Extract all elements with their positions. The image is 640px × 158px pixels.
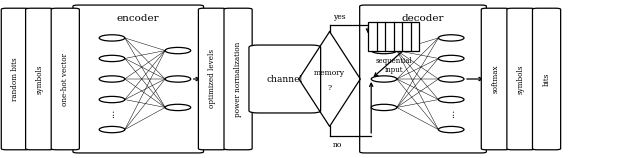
Circle shape: [99, 76, 125, 82]
Circle shape: [165, 104, 191, 111]
FancyBboxPatch shape: [73, 5, 204, 153]
Text: optimized levels: optimized levels: [209, 49, 216, 109]
Text: symbols: symbols: [517, 64, 525, 94]
Circle shape: [99, 96, 125, 103]
FancyBboxPatch shape: [51, 8, 79, 150]
Text: encoder: encoder: [117, 14, 159, 23]
Text: bits: bits: [543, 72, 550, 86]
FancyBboxPatch shape: [532, 8, 561, 150]
Text: ?: ?: [328, 85, 332, 92]
Circle shape: [165, 47, 191, 54]
FancyBboxPatch shape: [507, 8, 535, 150]
Circle shape: [438, 35, 464, 41]
Text: sequential
input: sequential input: [375, 57, 412, 74]
Text: decoder: decoder: [402, 14, 444, 23]
Text: no: no: [333, 141, 342, 149]
Text: one-hot vector: one-hot vector: [61, 52, 69, 106]
Circle shape: [165, 76, 191, 82]
Text: ...: ...: [108, 108, 116, 118]
FancyBboxPatch shape: [481, 8, 509, 150]
Bar: [368, 22, 419, 51]
FancyBboxPatch shape: [249, 45, 321, 113]
Text: ...: ...: [447, 108, 456, 118]
Text: random bits: random bits: [12, 57, 19, 101]
FancyBboxPatch shape: [26, 8, 54, 150]
FancyBboxPatch shape: [1, 8, 29, 150]
Text: power normalization: power normalization: [234, 41, 242, 117]
FancyBboxPatch shape: [224, 8, 252, 150]
FancyBboxPatch shape: [198, 8, 227, 150]
Circle shape: [438, 126, 464, 133]
Circle shape: [99, 35, 125, 41]
Circle shape: [438, 76, 464, 82]
Circle shape: [438, 96, 464, 103]
Circle shape: [99, 55, 125, 62]
Text: memory: memory: [314, 69, 345, 77]
Text: softmax: softmax: [492, 65, 499, 93]
Text: channel: channel: [267, 75, 303, 83]
Text: yes: yes: [333, 12, 346, 21]
Circle shape: [371, 47, 397, 54]
Circle shape: [371, 76, 397, 82]
Text: symbols: symbols: [36, 64, 44, 94]
Circle shape: [438, 55, 464, 62]
FancyBboxPatch shape: [360, 5, 486, 153]
Circle shape: [99, 126, 125, 133]
Circle shape: [371, 104, 397, 111]
